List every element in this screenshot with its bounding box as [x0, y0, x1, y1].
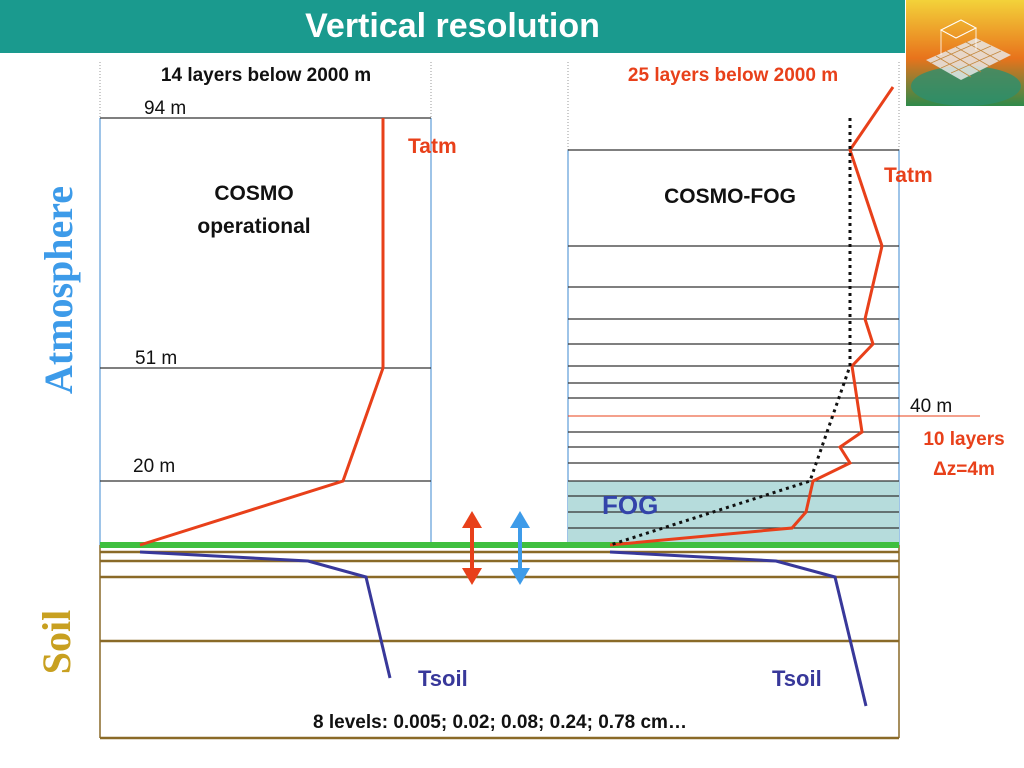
right-header: 25 layers below 2000 m: [628, 65, 838, 86]
left-column: [99, 62, 432, 545]
fog-dotted-profile: [609, 118, 852, 547]
soil-box: [99, 545, 900, 740]
height-label-20m: 20 m: [133, 456, 175, 477]
tsoil-label-right: Tsoil: [772, 666, 822, 691]
tatm-label-right: Tatm: [884, 164, 933, 187]
height-label-51m: 51 m: [135, 348, 177, 369]
double-arrow-icon: [510, 511, 530, 585]
left-model-line1: COSMO: [214, 182, 293, 205]
right-column: [567, 62, 980, 545]
left-header: 14 layers below 2000 m: [161, 65, 371, 86]
tsoil-profile-left: [139, 550, 392, 679]
soil-label: Soil: [34, 610, 79, 674]
tatm-profile-left: [139, 118, 385, 547]
layers-note: 10 layers: [923, 429, 1004, 450]
fog-label: FOG: [602, 490, 658, 520]
atmosphere-label: Atmosphere: [36, 186, 81, 394]
slide-title: Vertical resolution: [305, 7, 600, 45]
title-bar: [0, 0, 905, 53]
double-arrow-icon: [462, 511, 482, 585]
tatm-profile-right: [609, 86, 895, 547]
right-model-name: COSMO-FOG: [664, 185, 796, 208]
model-grid-logo: [906, 0, 1024, 106]
height-label-94m: 94 m: [144, 98, 186, 119]
tsoil-label-left: Tsoil: [418, 666, 468, 691]
tsoil-profile-right: [609, 550, 868, 707]
height-label-40m: 40 m: [910, 396, 952, 417]
dz-note: Δz=4m: [933, 459, 995, 480]
tatm-label-left: Tatm: [408, 135, 457, 158]
soil-levels-note: 8 levels: 0.005; 0.02; 0.08; 0.24; 0.78 …: [313, 712, 687, 733]
left-model-line2: operational: [197, 215, 310, 238]
